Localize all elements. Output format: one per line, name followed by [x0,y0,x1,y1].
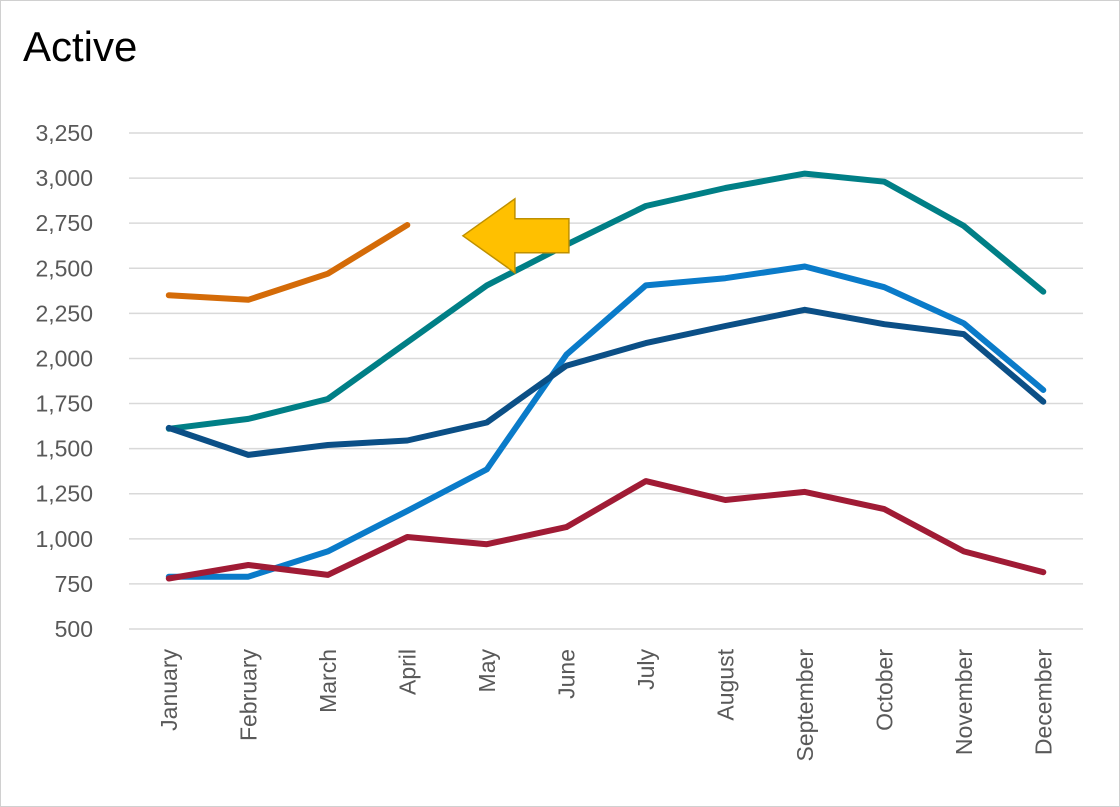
series-line-5 [165,478,1047,582]
chart-title: Active [23,23,138,70]
y-tick-label: 1,000 [35,526,93,552]
x-tick-label: May [474,649,500,693]
y-axis-ticks: 500 750 1,000 1,250 1,500 1,750 2,000 2,250 2,50… [35,120,93,642]
x-tick-label: July [633,649,659,690]
x-axis-ticks: January February March April May June July Augu… [156,648,1057,761]
x-tick-label: December [1030,649,1056,755]
gridlines [129,132,1083,630]
y-tick-label: 3,250 [35,120,93,146]
annotations [461,197,570,275]
y-tick-label: 1,750 [35,391,93,417]
x-tick-label: October [871,649,897,731]
y-tick-label: 750 [55,571,93,597]
series-line-3 [165,263,1047,580]
y-tick-label: 2,750 [35,210,93,236]
y-tick-label: 2,250 [35,300,93,326]
series-line-2 [165,170,1047,432]
x-tick-label: April [394,649,420,695]
series-line-1 [165,222,411,303]
x-tick-label: August [712,648,738,720]
series-lines [165,170,1047,582]
x-tick-label: September [792,649,818,762]
y-tick-label: 500 [55,616,93,642]
x-tick-label: November [951,649,977,755]
x-tick-label: March [315,649,341,713]
y-tick-label: 2,000 [35,345,93,371]
series-line-4 [165,306,1047,458]
y-tick-label: 3,000 [35,165,93,191]
x-tick-label: February [235,649,261,742]
x-tick-label: June [553,649,579,699]
x-tick-label: January [156,649,182,731]
y-tick-label: 1,250 [35,481,93,507]
y-tick-label: 1,500 [35,436,93,462]
y-tick-label: 2,500 [35,255,93,281]
left-arrow-annotation [461,197,570,275]
